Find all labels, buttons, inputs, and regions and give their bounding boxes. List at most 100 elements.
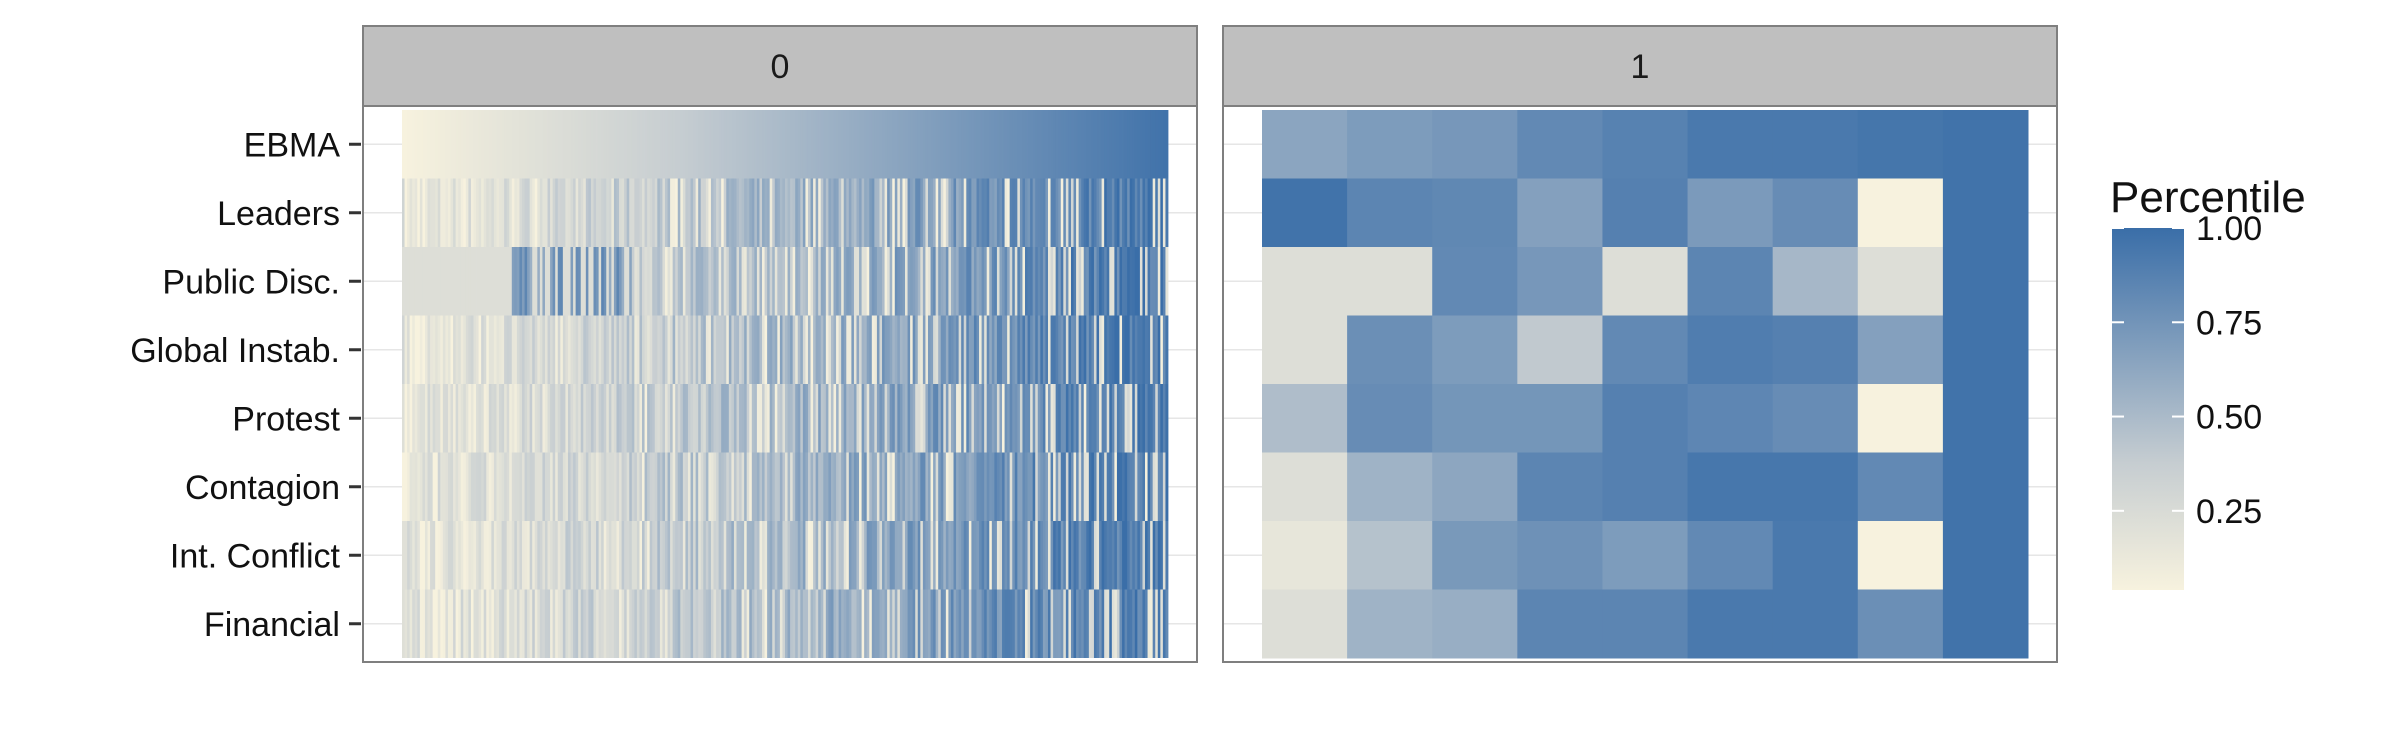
cell <box>534 247 538 316</box>
cell <box>667 452 671 521</box>
cell-1-5 <box>1687 178 1774 248</box>
cell <box>820 110 824 179</box>
cell <box>1078 247 1082 316</box>
cell <box>496 315 500 384</box>
cell <box>483 247 487 316</box>
cell <box>848 589 852 658</box>
cell <box>882 452 885 521</box>
cell <box>491 178 495 247</box>
cell <box>486 452 490 521</box>
cell <box>1058 315 1062 384</box>
cell <box>596 110 599 179</box>
cell <box>1009 110 1013 179</box>
cell <box>598 178 602 247</box>
cell <box>567 178 571 247</box>
cell <box>866 178 870 247</box>
cell <box>813 178 817 247</box>
cell <box>613 589 617 658</box>
cell <box>866 384 870 453</box>
cell <box>1019 315 1023 384</box>
cell <box>496 178 500 247</box>
cell <box>948 384 952 453</box>
cell <box>642 384 645 453</box>
cell <box>519 315 523 384</box>
cell <box>654 452 658 521</box>
cell <box>1124 589 1128 658</box>
cell <box>713 247 717 316</box>
cell <box>509 384 513 453</box>
cell <box>1127 315 1131 384</box>
cell <box>953 452 957 521</box>
cell <box>1147 452 1151 521</box>
cell <box>1037 452 1041 521</box>
cell <box>1037 384 1041 453</box>
cell <box>733 384 737 453</box>
cell <box>412 315 416 384</box>
cell <box>910 589 914 658</box>
cell <box>1139 315 1143 384</box>
cell <box>948 110 952 179</box>
cell <box>710 589 714 658</box>
cell <box>779 452 783 521</box>
cell <box>767 452 771 521</box>
cell <box>718 384 722 453</box>
cell <box>1114 178 1118 247</box>
cell <box>846 452 850 521</box>
cell <box>979 521 982 590</box>
cell <box>836 110 840 179</box>
cell <box>649 247 653 316</box>
cell <box>496 521 500 590</box>
cell-5-3 <box>1517 452 1603 522</box>
cell <box>560 110 564 179</box>
cell <box>1032 110 1036 179</box>
cell <box>815 384 819 453</box>
cell <box>1065 247 1069 316</box>
cell <box>486 110 490 179</box>
cell <box>437 589 441 658</box>
cell <box>1088 589 1092 658</box>
cell <box>754 315 758 384</box>
cell <box>935 110 939 179</box>
cell <box>1009 315 1013 384</box>
cell <box>693 452 697 521</box>
cell-4-3 <box>1517 384 1603 453</box>
cell <box>1129 452 1133 521</box>
cell <box>966 521 970 590</box>
cell <box>1150 589 1154 658</box>
cell <box>925 178 929 247</box>
cell <box>1086 452 1090 521</box>
cell <box>1122 178 1125 247</box>
cell-1-3 <box>1517 178 1603 248</box>
cell <box>818 521 822 590</box>
cell <box>861 315 865 384</box>
cell <box>833 521 837 590</box>
cell <box>797 247 801 316</box>
cell <box>1093 247 1097 316</box>
cell <box>882 315 885 384</box>
cell <box>611 589 615 658</box>
cell <box>887 315 891 384</box>
cell <box>1045 178 1049 247</box>
cell <box>544 247 548 316</box>
cell-7-7 <box>1857 589 1944 659</box>
cell <box>636 384 640 453</box>
cell <box>693 384 697 453</box>
cell <box>851 384 855 453</box>
cell <box>1155 521 1159 590</box>
cell <box>636 110 640 179</box>
cell <box>573 521 577 590</box>
cell <box>481 589 485 658</box>
cell-2-2 <box>1432 247 1518 316</box>
cell <box>478 110 482 179</box>
cell <box>925 589 929 658</box>
cell <box>769 315 773 384</box>
cell <box>1083 110 1087 179</box>
cell <box>476 589 479 658</box>
cell <box>430 110 434 179</box>
cell <box>1114 589 1118 658</box>
cell <box>1058 178 1062 247</box>
cell <box>1127 178 1131 247</box>
cell <box>654 589 658 658</box>
cell <box>424 315 428 384</box>
cell <box>685 589 689 658</box>
